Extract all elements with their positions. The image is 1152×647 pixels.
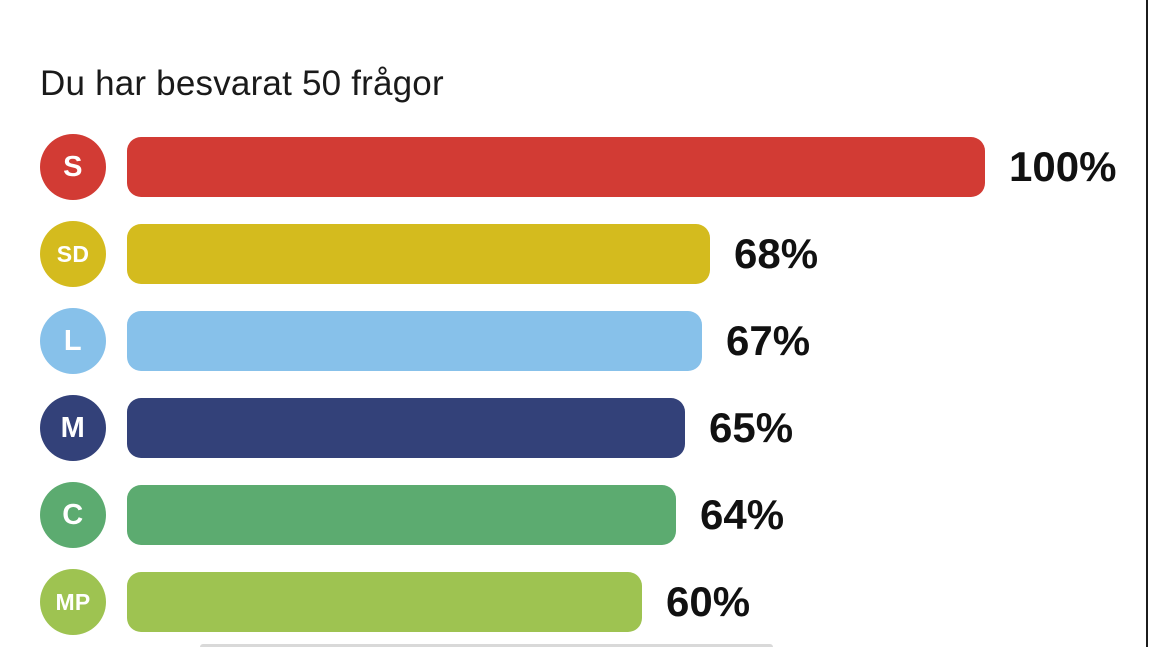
page-right-edge-line [1146, 0, 1148, 647]
result-bar [127, 224, 710, 284]
result-percentage-label: 68% [734, 230, 819, 277]
result-percentage-label: 100% [1009, 143, 1117, 190]
result-bar [127, 137, 985, 197]
party-result-row-sd: SD 68% [40, 221, 1116, 287]
next-row-partial-bar [200, 644, 773, 647]
result-bar [127, 485, 676, 545]
result-percentage-label: 67% [726, 317, 811, 364]
party-badge-label: M [60, 411, 86, 444]
page-title: Du har besvarat 50 frågor [40, 64, 444, 104]
party-result-row-s: S 100% [40, 134, 1117, 200]
party-badge-label: L [63, 324, 83, 357]
party-badge-label: SD [56, 240, 90, 267]
party-result-row-c: C 64% [40, 482, 1116, 548]
party-badge-label: C [62, 498, 84, 531]
party-result-row-m: M 65% [40, 395, 1116, 461]
party-badge-label: MP [55, 588, 91, 615]
party-badge: L [40, 308, 106, 374]
party-badge: M [40, 395, 106, 461]
party-badge-label: S [63, 150, 83, 183]
party-badge: S [40, 134, 106, 200]
party-result-row-l: L 67% [40, 308, 1116, 374]
result-percentage-label: 64% [700, 491, 785, 538]
result-bar [127, 311, 702, 371]
party-badge: MP [40, 569, 106, 635]
party-badge: C [40, 482, 106, 548]
result-percentage-label: 60% [666, 578, 751, 625]
result-bar [127, 572, 642, 632]
result-percentage-label: 65% [709, 404, 794, 451]
result-bar [127, 398, 685, 458]
party-badge: SD [40, 221, 106, 287]
party-results-bar-chart: S 100% SD 68% L 67% M 65% C 64% MP [40, 134, 1117, 647]
party-result-row-mp: MP 60% [40, 569, 1116, 635]
